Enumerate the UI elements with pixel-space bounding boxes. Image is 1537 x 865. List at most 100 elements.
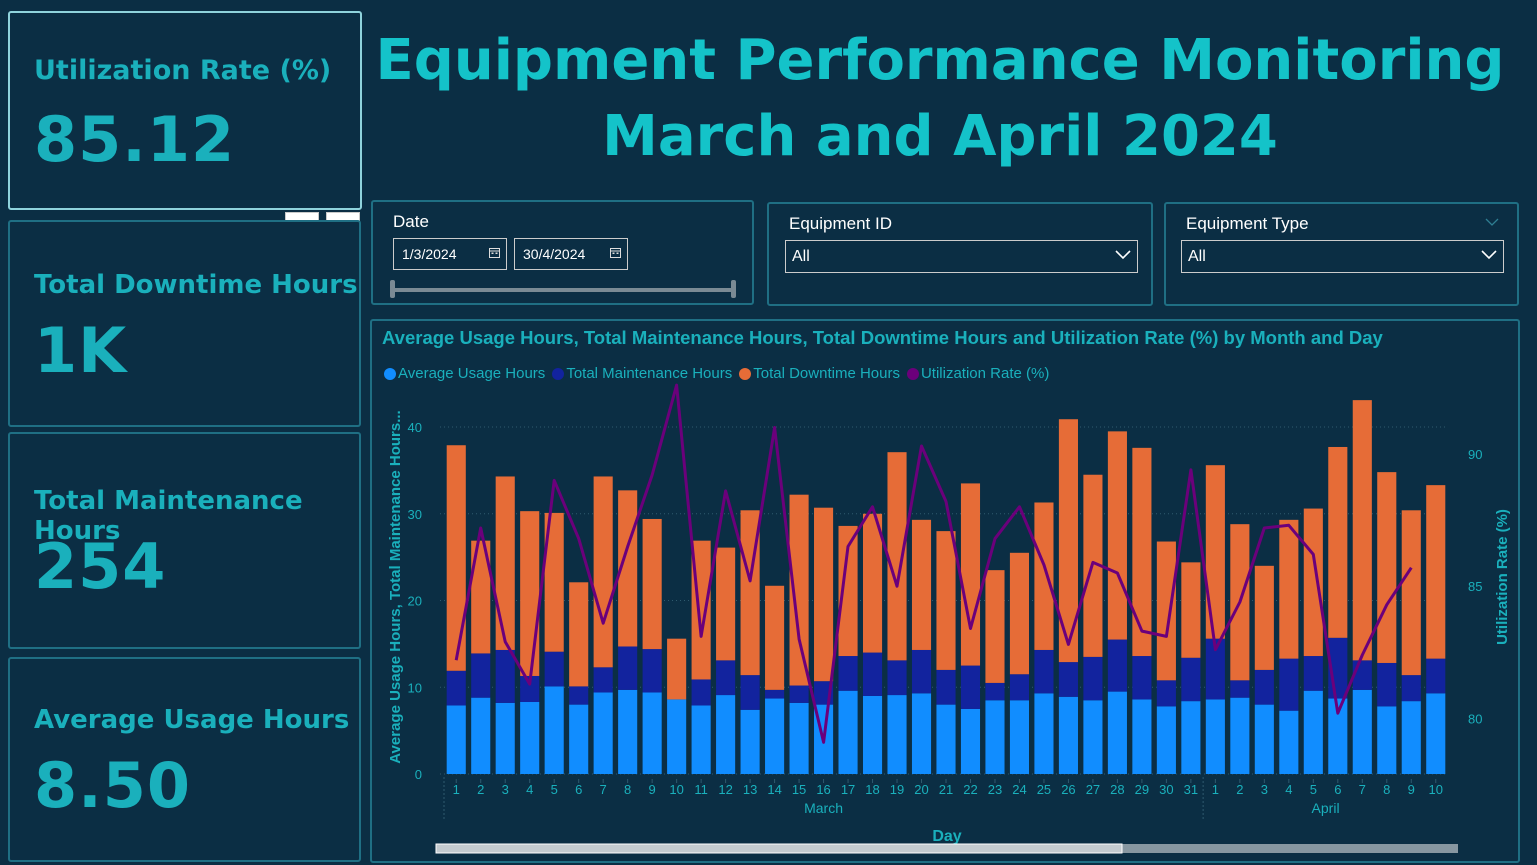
bar-usage[interactable] [1328,698,1348,774]
bar-downtime[interactable] [1181,562,1201,658]
bar-downtime[interactable] [642,518,662,650]
date-end-input[interactable]: 30/4/2024 [514,238,628,270]
equipment-type-dropdown[interactable]: All [1181,240,1504,273]
bar-maintenance[interactable] [1058,662,1078,697]
bar-downtime[interactable] [1377,472,1397,663]
bar-maintenance[interactable] [446,670,466,706]
bar-downtime[interactable] [1205,465,1225,639]
bar-usage[interactable] [471,697,491,774]
date-slicer[interactable]: Date 1/3/2024 30/4/2024 [371,200,754,305]
bar-maintenance[interactable] [618,646,638,690]
kpi-card-usage[interactable]: Average Usage Hours 8.50 [8,657,361,862]
bar-usage[interactable] [716,695,736,774]
bar-maintenance[interactable] [1132,656,1152,700]
chevron-down-icon[interactable] [1485,218,1499,226]
bar-usage[interactable] [1352,689,1372,774]
bar-maintenance[interactable] [1426,658,1446,694]
bar-maintenance[interactable] [862,652,883,696]
bar-usage[interactable] [1034,693,1054,774]
bar-maintenance[interactable] [593,667,613,693]
bar-usage[interactable] [1107,691,1127,774]
calendar-icon[interactable] [610,247,621,258]
bar-usage[interactable] [1254,704,1274,774]
bar-maintenance[interactable] [1303,656,1323,691]
bar-downtime[interactable] [887,452,907,661]
legend-item[interactable]: Total Downtime Hours [739,365,900,382]
bar-usage[interactable] [593,692,613,774]
bar-maintenance[interactable] [936,669,956,705]
bar-maintenance[interactable] [789,685,809,703]
bar-downtime[interactable] [1254,565,1274,670]
bar-usage[interactable] [1303,690,1323,774]
bar-downtime[interactable] [716,547,736,661]
bar-downtime[interactable] [1107,431,1127,640]
bar-maintenance[interactable] [740,675,760,710]
bar-usage[interactable] [520,702,540,774]
bar-usage[interactable] [862,695,883,774]
bar-downtime[interactable] [911,519,932,650]
bar-downtime[interactable] [1132,447,1152,657]
horizontal-scrollbar-thumb[interactable] [435,843,1123,854]
bar-usage[interactable] [1181,701,1201,774]
bar-maintenance[interactable] [569,686,589,705]
bar-downtime[interactable] [593,476,613,668]
bar-downtime[interactable] [789,494,809,686]
bar-usage[interactable] [985,700,1005,774]
bar-maintenance[interactable] [471,653,491,698]
bar-maintenance[interactable] [716,660,736,696]
bar-usage[interactable] [1132,699,1152,774]
bar-downtime[interactable] [936,531,956,670]
bar-usage[interactable] [765,698,785,774]
bar-usage[interactable] [446,705,466,774]
bar-usage[interactable] [1058,696,1078,774]
bar-usage[interactable] [1205,699,1225,774]
bar-usage[interactable] [544,686,564,774]
date-range-slider-track[interactable] [393,288,735,292]
bar-maintenance[interactable] [544,651,564,687]
bar-maintenance[interactable] [1034,649,1054,694]
kpi-card-utilization[interactable]: Utilization Rate (%) 85.12 [8,11,362,210]
bar-usage[interactable] [618,689,638,774]
bar-maintenance[interactable] [1181,657,1201,702]
bar-usage[interactable] [1083,700,1103,774]
bar-usage[interactable] [911,693,932,774]
bar-downtime[interactable] [544,512,564,652]
bar-downtime[interactable] [667,638,687,700]
bar-usage[interactable] [1156,706,1176,774]
bar-usage[interactable] [740,709,760,774]
bar-downtime[interactable] [569,582,589,687]
kpi-card-maintenance[interactable]: Total Maintenance Hours 254 [8,432,361,649]
bar-downtime[interactable] [838,525,858,657]
bar-downtime[interactable] [1426,485,1446,659]
bar-downtime[interactable] [1034,502,1054,650]
bar-usage[interactable] [1377,706,1397,774]
bar-downtime[interactable] [1303,508,1323,657]
bar-downtime[interactable] [1156,541,1176,681]
bar-usage[interactable] [887,695,907,774]
bar-downtime[interactable] [520,511,540,676]
bar-maintenance[interactable] [495,649,515,703]
bar-downtime[interactable] [1058,419,1078,663]
bar-usage[interactable] [789,702,809,774]
bar-maintenance[interactable] [838,656,858,691]
bar-maintenance[interactable] [1279,658,1299,711]
bar-maintenance[interactable] [1107,639,1127,692]
date-range-slider-end-handle[interactable] [731,280,736,298]
bar-maintenance[interactable] [1230,680,1250,698]
bar-maintenance[interactable] [642,649,662,693]
legend-item[interactable]: Total Maintenance Hours [552,365,732,382]
calendar-icon[interactable] [489,247,500,258]
bar-downtime[interactable] [1328,446,1348,638]
bar-usage[interactable] [936,704,956,774]
bar-downtime[interactable] [1401,510,1421,676]
date-range-slider-start-handle[interactable] [390,280,395,298]
bar-downtime[interactable] [471,540,491,654]
bar-downtime[interactable] [862,513,883,653]
bar-downtime[interactable] [1352,400,1372,661]
bar-downtime[interactable] [765,585,785,690]
bar-maintenance[interactable] [765,689,785,699]
bar-usage[interactable] [1426,693,1446,774]
bar-maintenance[interactable] [985,682,1005,701]
bar-downtime[interactable] [985,570,1005,683]
bar-downtime[interactable] [446,445,466,671]
